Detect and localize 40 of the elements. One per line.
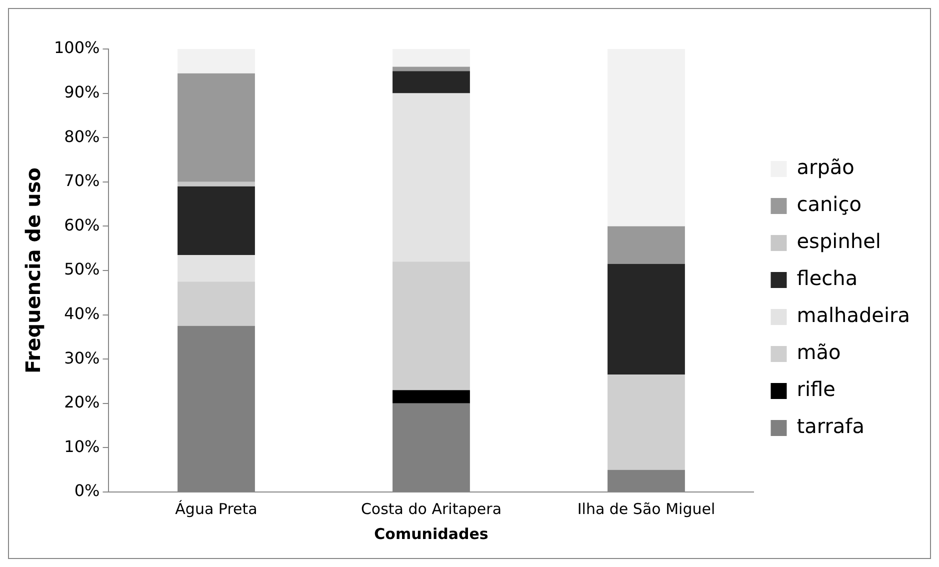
bar	[178, 282, 255, 326]
y-tick-label: 20%	[64, 392, 100, 412]
bar	[392, 49, 470, 67]
y-tick-label: 40%	[64, 304, 100, 323]
x-tick-label: Costa do Aritapera	[360, 500, 502, 518]
bar	[178, 186, 255, 255]
bar	[392, 262, 470, 390]
bar	[608, 374, 685, 470]
x-axis-title: Comunidades	[374, 524, 488, 543]
bar	[178, 49, 255, 74]
legend-label: malhadeira	[796, 303, 910, 328]
y-tick-label: 10%	[64, 436, 100, 456]
legend-label: tarrafa	[796, 414, 864, 438]
bar	[392, 390, 470, 404]
y-tick-label: 80%	[64, 126, 100, 146]
legend-label: espinhel	[796, 229, 881, 254]
bar	[608, 49, 685, 226]
bar	[392, 71, 470, 94]
legend-label: rifle	[796, 377, 836, 402]
legend-label: caniço	[796, 192, 862, 216]
x-tick-label: Água Preta	[175, 500, 258, 518]
y-tick-label: 60%	[64, 215, 100, 234]
y-tick-label: 90%	[64, 82, 100, 102]
y-tick-label: 70%	[64, 171, 100, 190]
y-tick-label: 100%	[54, 38, 100, 58]
bar	[392, 66, 470, 72]
bar	[608, 226, 685, 264]
bar	[392, 93, 470, 262]
y-axis-title: Frequencia de uso	[21, 167, 46, 374]
legend-label: arpão	[796, 155, 854, 180]
legend-label: mão	[796, 340, 841, 364]
bar	[608, 264, 685, 375]
y-tick-label: 0%	[74, 481, 100, 500]
bar	[178, 73, 255, 182]
x-tick-label: Ilha de São Miguel	[577, 500, 716, 518]
legend-label: flecha	[796, 266, 858, 290]
bar	[178, 182, 255, 186]
y-tick-label: 30%	[64, 348, 100, 368]
y-tick-label: 50%	[64, 260, 100, 279]
bar	[178, 254, 255, 282]
